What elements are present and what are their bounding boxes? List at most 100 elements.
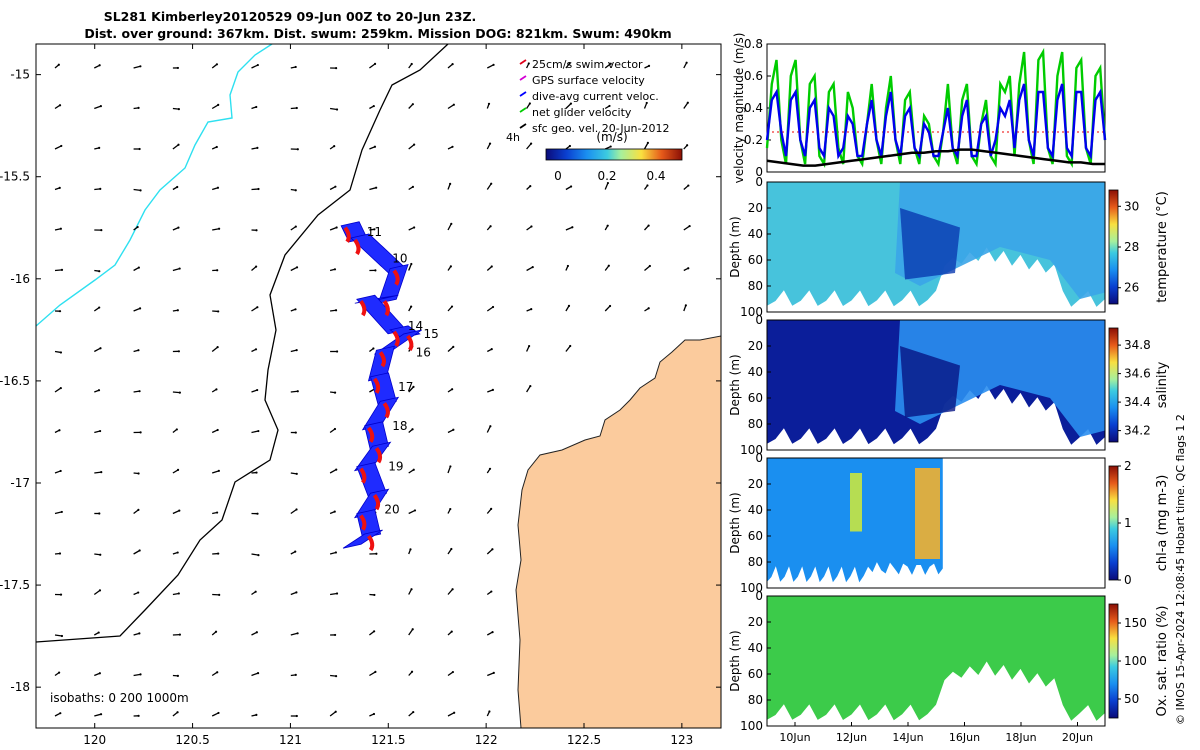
depth-axis-label: Depth (m) (728, 354, 742, 415)
geo-arrow-head (529, 142, 533, 145)
swim-vector (359, 467, 367, 484)
day-label: 19 (388, 460, 403, 474)
geo-arrow-head (59, 712, 62, 715)
geo-arrow-head (217, 227, 221, 230)
geo-arrow (133, 307, 141, 312)
geo-arrow-head (296, 632, 299, 635)
speed-colorbar-tick: 0.4 (646, 169, 665, 183)
swim-vector (366, 426, 375, 443)
geo-arrow (54, 269, 63, 272)
geo-arrow-head (451, 670, 455, 674)
geo-arrow-head (373, 630, 376, 633)
geo-arrow-head (452, 103, 455, 106)
geo-arrow-head (372, 712, 376, 716)
geo-arrow-head (138, 549, 141, 552)
geo-arrow-head (608, 304, 612, 308)
geo-arrow-head (58, 429, 61, 432)
section-colorbar (1108, 465, 1119, 581)
map-ytick-label: -17 (10, 476, 30, 490)
geo-arrow (447, 466, 452, 474)
geo-arrow-head (294, 65, 297, 69)
geo-arrow-head (177, 108, 180, 111)
section-colorbar (1108, 603, 1119, 719)
geo-arrow-head (373, 593, 376, 597)
geo-arrow (565, 226, 573, 231)
geo-arrow-head (137, 266, 140, 269)
geo-arrow-head (295, 266, 299, 269)
track-segment (377, 264, 409, 304)
day-label: 11 (367, 225, 382, 239)
depth-tick-label: 40 (748, 641, 763, 655)
velocity-ytick-label: 0 (755, 165, 763, 179)
geo-arrow-head (138, 390, 141, 393)
geo-arrow-head (176, 66, 179, 70)
geo-arrow (330, 107, 338, 111)
map-ytick-label: -15 (10, 68, 30, 82)
section-panel: 0 20 40 60 80 100 Depth (m) 34.8 34.6 34.4 34.2 sal… (728, 313, 1170, 457)
geo-arrow (329, 226, 337, 231)
map-legend: 25cm/s swim vector GPS surface velocity di… (519, 58, 669, 135)
velocity-ytick-label: 0.4 (744, 101, 763, 115)
legend-label: net glider velocity (532, 106, 632, 119)
map-frame (35, 43, 722, 729)
colorbar-tick-label: 30 (1124, 199, 1139, 213)
geo-arrow-head (333, 268, 337, 271)
geo-arrow (54, 145, 62, 150)
geo-arrow-head (336, 350, 339, 353)
legend-swatch (519, 91, 527, 97)
geo-arrow-head (60, 510, 63, 514)
geo-arrow (447, 588, 454, 595)
day-label: 14 (408, 319, 423, 333)
geo-arrow-head (490, 507, 493, 511)
isobath-200m (36, 44, 449, 643)
geo-arrow-head (138, 632, 141, 635)
geo-arrow-head (645, 101, 648, 105)
geo-arrow (133, 188, 141, 191)
geo-arrow-head (685, 61, 688, 64)
geo-arrow-head (216, 511, 219, 514)
day-label: 20 (384, 503, 399, 517)
geo-arrow-head (372, 347, 375, 350)
geo-arrow-head (566, 264, 570, 268)
speed-colorbar-tick: 0 (554, 169, 562, 183)
geo-arrow-head (176, 711, 179, 714)
geo-arrow-head (294, 225, 297, 228)
geo-arrow-head (98, 672, 101, 675)
geo-arrow-head (333, 427, 337, 431)
geo-arrow (211, 470, 220, 474)
geo-arrow-head (295, 714, 298, 718)
geo-arrow-head (452, 428, 455, 431)
legend-label: 25cm/s swim vector (532, 58, 643, 71)
geo-arrow-head (59, 386, 62, 390)
geo-arrow-head (255, 713, 258, 716)
geo-arrow (683, 225, 690, 231)
geo-arrow (172, 267, 180, 272)
velocity-series (765, 47, 1107, 169)
geo-arrow-head (295, 591, 298, 594)
geo-arrow-head (294, 550, 297, 553)
day-label: 18 (392, 419, 407, 433)
colorbar-label: Ox. sat. ratio (%) (1155, 606, 1170, 717)
geo-arrow-head (490, 182, 493, 185)
geo-arrow (683, 102, 689, 109)
geo-arrow-head (256, 512, 259, 515)
velocity-yticks: 0 0.2 0.4 0.6 0.8 (744, 37, 771, 179)
section-colorbar (1108, 327, 1119, 443)
legend-label: dive-avg current veloc. (532, 90, 659, 103)
depth-tick-label: 60 (748, 667, 763, 681)
geo-arrow-head (451, 588, 454, 591)
geo-arrow-head (218, 593, 221, 596)
geo-arrow-head (372, 104, 375, 108)
geo-arrow-head (216, 269, 219, 272)
geo-arrow (94, 713, 102, 717)
chl-maximum (915, 468, 940, 559)
geo-arrow-head (333, 510, 336, 513)
depth-tick-label: 100 (740, 305, 763, 319)
geo-arrow (211, 712, 219, 717)
geo-arrow-head (215, 145, 218, 149)
geo-arrow-head (255, 229, 258, 232)
colorbar-tick-label: 50 (1124, 692, 1139, 706)
legend-swatch (519, 107, 527, 113)
geo-arrow (54, 387, 62, 393)
geo-arrow-head (488, 710, 491, 713)
